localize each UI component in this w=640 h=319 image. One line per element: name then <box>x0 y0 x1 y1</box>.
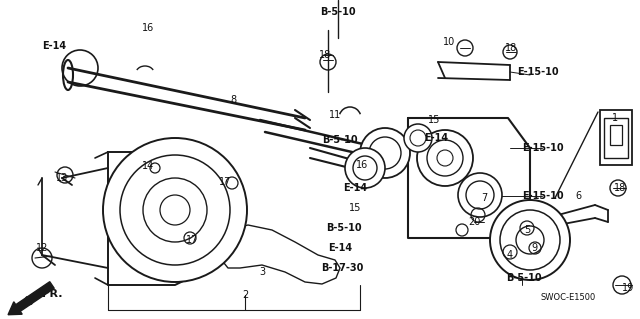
Text: B-5-10: B-5-10 <box>326 223 362 233</box>
Text: 5: 5 <box>524 225 530 235</box>
Text: 15: 15 <box>428 115 440 125</box>
Text: E-14: E-14 <box>343 183 367 193</box>
Text: 16: 16 <box>142 23 154 33</box>
Text: 12: 12 <box>36 243 48 253</box>
Bar <box>610 125 622 145</box>
Text: B-5-10: B-5-10 <box>320 7 356 17</box>
Text: 20: 20 <box>468 217 480 227</box>
Text: 10: 10 <box>443 37 455 47</box>
Text: 13: 13 <box>56 173 68 183</box>
Text: 18: 18 <box>319 50 331 60</box>
Text: FR.: FR. <box>42 289 62 299</box>
Bar <box>600 110 632 165</box>
Circle shape <box>345 148 385 188</box>
Text: E-14: E-14 <box>328 243 352 253</box>
Text: E-15-10: E-15-10 <box>522 191 564 201</box>
Text: 14: 14 <box>142 161 154 171</box>
Text: 15: 15 <box>349 203 361 213</box>
Text: B-5-10: B-5-10 <box>506 273 542 283</box>
Text: 16: 16 <box>356 160 368 170</box>
Text: 7: 7 <box>481 193 487 203</box>
Text: 8: 8 <box>230 95 236 105</box>
Circle shape <box>417 130 473 186</box>
Text: 1: 1 <box>612 113 618 123</box>
Text: 3: 3 <box>259 267 265 277</box>
Text: E-15-10: E-15-10 <box>517 67 559 77</box>
Text: 2: 2 <box>242 290 248 300</box>
Text: 4: 4 <box>507 250 513 260</box>
Circle shape <box>458 173 502 217</box>
FancyArrow shape <box>8 282 54 315</box>
Text: B-17-30: B-17-30 <box>321 263 363 273</box>
Text: SWOC-E1500: SWOC-E1500 <box>540 293 596 302</box>
Text: 18: 18 <box>614 183 626 193</box>
Text: 9: 9 <box>531 243 537 253</box>
Text: 17: 17 <box>219 177 231 187</box>
Circle shape <box>404 124 432 152</box>
Bar <box>604 118 628 158</box>
Text: 19: 19 <box>622 283 634 293</box>
Text: 17: 17 <box>186 235 198 245</box>
Text: 6: 6 <box>575 191 581 201</box>
Text: E-14: E-14 <box>424 133 448 143</box>
Circle shape <box>360 128 410 178</box>
Text: E-14: E-14 <box>42 41 66 51</box>
Text: 11: 11 <box>329 110 341 120</box>
Text: B-5-10: B-5-10 <box>322 135 358 145</box>
Circle shape <box>103 138 247 282</box>
Circle shape <box>490 200 570 280</box>
Text: E-15-10: E-15-10 <box>522 143 564 153</box>
Text: 18: 18 <box>505 43 517 53</box>
